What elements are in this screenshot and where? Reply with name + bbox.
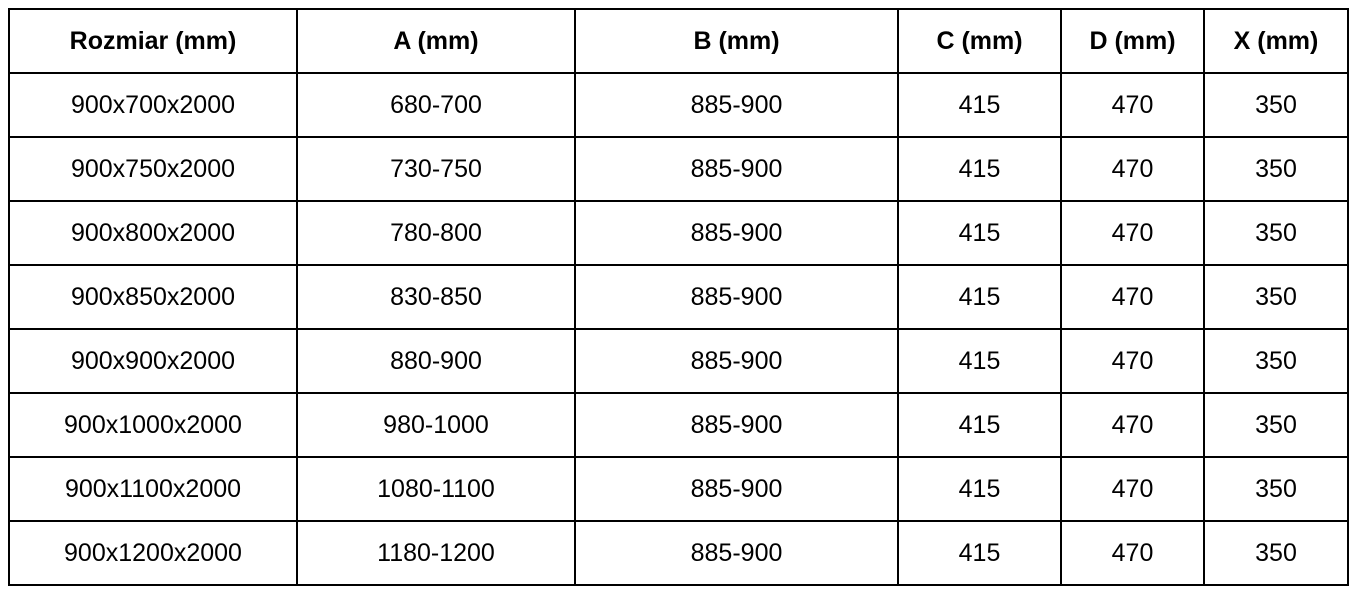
cell-a: 1180-1200 [296,520,576,586]
cell-x: 350 [1203,136,1349,202]
cell-x: 350 [1203,264,1349,330]
header-size: Rozmiar (mm) [8,8,298,74]
cell-size: 900x1100x2000 [8,456,298,522]
cell-d: 470 [1060,520,1205,586]
table-row: 900x850x2000 830-850 885-900 415 470 350 [8,264,1349,330]
cell-b: 885-900 [574,328,899,394]
table-row: 900x1000x2000 980-1000 885-900 415 470 350 [8,392,1349,458]
cell-d: 470 [1060,392,1205,458]
table-row: 900x800x2000 780-800 885-900 415 470 350 [8,200,1349,266]
cell-x: 350 [1203,520,1349,586]
header-a: A (mm) [296,8,576,74]
cell-b: 885-900 [574,392,899,458]
header-b: B (mm) [574,8,899,74]
cell-c: 415 [897,136,1062,202]
cell-a: 880-900 [296,328,576,394]
cell-b: 885-900 [574,264,899,330]
cell-x: 350 [1203,456,1349,522]
cell-c: 415 [897,72,1062,138]
header-c: C (mm) [897,8,1062,74]
header-x: X (mm) [1203,8,1349,74]
table-row: 900x1100x2000 1080-1100 885-900 415 470 350 [8,456,1349,522]
cell-a: 830-850 [296,264,576,330]
cell-size: 900x850x2000 [8,264,298,330]
cell-x: 350 [1203,200,1349,266]
cell-d: 470 [1060,328,1205,394]
header-d: D (mm) [1060,8,1205,74]
table-row: 900x1200x2000 1180-1200 885-900 415 470 350 [8,520,1349,586]
cell-a: 780-800 [296,200,576,266]
cell-d: 470 [1060,264,1205,330]
cell-d: 470 [1060,136,1205,202]
cell-size: 900x700x2000 [8,72,298,138]
table-row: 900x900x2000 880-900 885-900 415 470 350 [8,328,1349,394]
cell-x: 350 [1203,72,1349,138]
cell-d: 470 [1060,72,1205,138]
cell-x: 350 [1203,328,1349,394]
cell-size: 900x1200x2000 [8,520,298,586]
cell-d: 470 [1060,456,1205,522]
cell-a: 980-1000 [296,392,576,458]
cell-c: 415 [897,392,1062,458]
cell-c: 415 [897,328,1062,394]
cell-size: 900x900x2000 [8,328,298,394]
cell-b: 885-900 [574,520,899,586]
header-row: Rozmiar (mm) A (mm) B (mm) C (mm) D (mm)… [8,8,1349,74]
cell-c: 415 [897,264,1062,330]
table-row: 900x750x2000 730-750 885-900 415 470 350 [8,136,1349,202]
cell-c: 415 [897,520,1062,586]
cell-b: 885-900 [574,456,899,522]
cell-b: 885-900 [574,72,899,138]
cell-a: 1080-1100 [296,456,576,522]
cell-c: 415 [897,456,1062,522]
cell-a: 730-750 [296,136,576,202]
cell-size: 900x800x2000 [8,200,298,266]
cell-d: 470 [1060,200,1205,266]
dimensions-table: Rozmiar (mm) A (mm) B (mm) C (mm) D (mm)… [8,8,1349,586]
cell-x: 350 [1203,392,1349,458]
cell-a: 680-700 [296,72,576,138]
cell-b: 885-900 [574,136,899,202]
table-row: 900x700x2000 680-700 885-900 415 470 350 [8,72,1349,138]
cell-size: 900x1000x2000 [8,392,298,458]
cell-b: 885-900 [574,200,899,266]
cell-size: 900x750x2000 [8,136,298,202]
cell-c: 415 [897,200,1062,266]
